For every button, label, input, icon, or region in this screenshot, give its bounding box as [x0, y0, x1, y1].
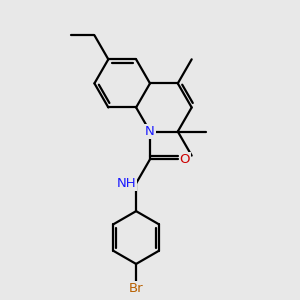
Text: NH: NH — [116, 177, 136, 190]
Text: Br: Br — [129, 282, 143, 295]
Text: O: O — [179, 153, 190, 166]
Text: N: N — [145, 125, 155, 138]
